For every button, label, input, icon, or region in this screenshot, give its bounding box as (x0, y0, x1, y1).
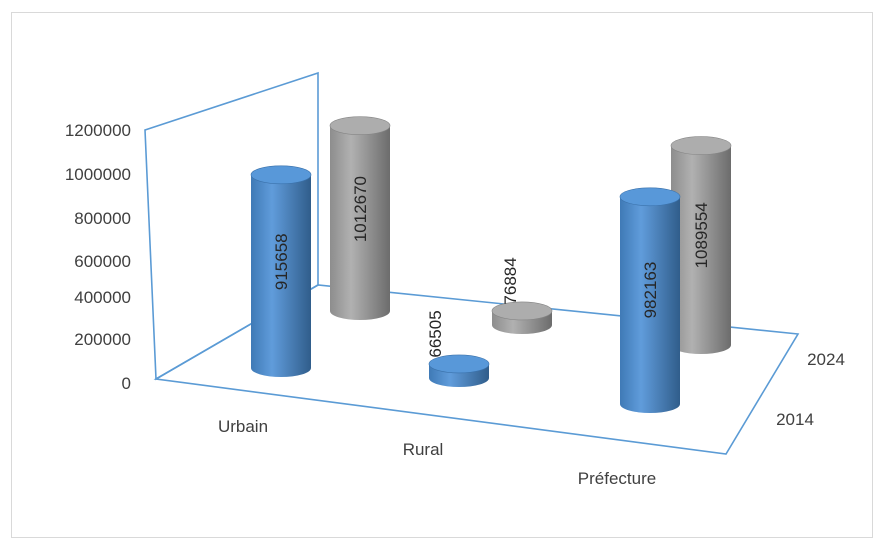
y-tick: 400000 (74, 288, 131, 307)
bar-top (428, 354, 490, 374)
y-tick: 1200000 (65, 121, 131, 140)
category-label: Préfecture (578, 469, 656, 488)
series-label: 2014 (776, 410, 814, 429)
y-tick: 0 (122, 374, 131, 393)
category-label: Urbain (218, 417, 268, 436)
bar-body (620, 196, 680, 413)
category-label: Rural (403, 440, 444, 459)
y-tick: 800000 (74, 209, 131, 228)
data-label: 66505 (426, 310, 445, 357)
bar-cylinder (428, 354, 490, 387)
data-label: 1012670 (351, 176, 370, 242)
bar-body (251, 174, 311, 377)
bar-top (619, 187, 681, 207)
bar-top (329, 116, 391, 135)
series-label: 2024 (807, 350, 845, 369)
bar-cylinder (250, 165, 312, 377)
x-axis-categories: Urbain Rural Préfecture (218, 417, 656, 488)
bar-body (330, 125, 390, 320)
bar-cylinder (670, 136, 732, 354)
bar-cylinder (329, 116, 391, 320)
y-tick: 1000000 (65, 165, 131, 184)
bar-top (670, 136, 732, 155)
y-axis-ticks: 1200000 1000000 800000 600000 400000 200… (65, 121, 131, 393)
bar-body (671, 145, 731, 354)
data-label: 76884 (501, 257, 520, 304)
bar-top (250, 165, 312, 185)
data-label: 1089554 (692, 202, 711, 268)
data-label: 982163 (641, 262, 660, 319)
bar-top (491, 301, 553, 321)
y-tick: 600000 (74, 252, 131, 271)
bars: 1012670 76884 1089554 915658 66505 982163 (250, 116, 732, 413)
bar-cylinder (491, 301, 553, 334)
series-axis-labels: 2024 2014 (776, 350, 845, 429)
data-label: 915658 (272, 233, 291, 290)
bar-cylinder (619, 187, 681, 413)
y-tick: 200000 (74, 330, 131, 349)
